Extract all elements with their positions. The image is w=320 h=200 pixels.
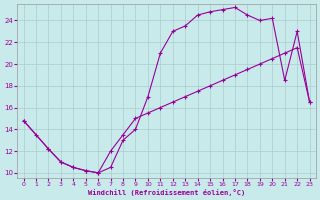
X-axis label: Windchill (Refroidissement éolien,°C): Windchill (Refroidissement éolien,°C) <box>88 189 245 196</box>
